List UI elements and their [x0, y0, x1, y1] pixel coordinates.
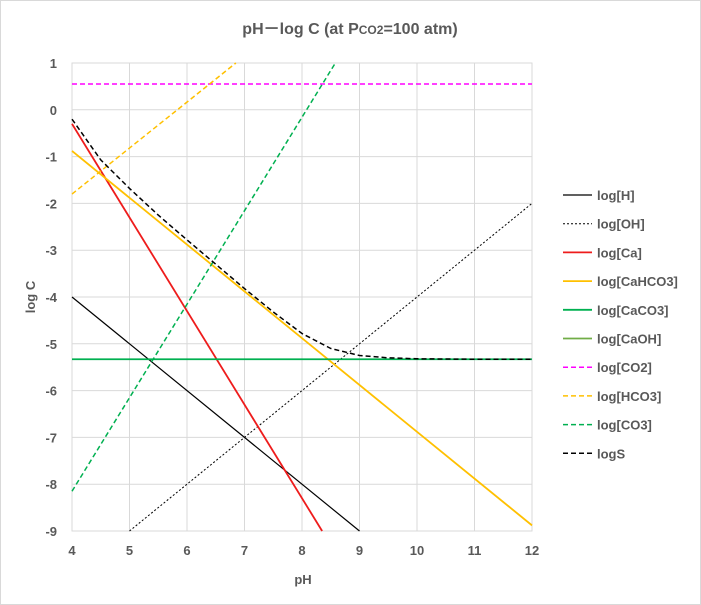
y-tick-label: -6	[45, 384, 57, 399]
x-tick-label: 10	[410, 543, 424, 558]
series-log-hco3-line	[71, 62, 237, 195]
y-tick-label: -2	[45, 196, 57, 211]
series-log-oh-line	[129, 203, 533, 532]
x-tick-label: 6	[183, 543, 190, 558]
series-log-hco3-legend-label: log[HCO3]	[597, 389, 661, 404]
series-log-h-legend-label: log[H]	[597, 188, 635, 203]
chart-title-tail: =100 atm)	[383, 21, 457, 38]
series-lines	[71, 62, 533, 532]
x-tick-label: 7	[241, 543, 248, 558]
y-tick-label: -3	[45, 243, 57, 258]
chart-title-main: pH－log C (at P	[242, 21, 359, 38]
y-tick-label: -9	[45, 524, 57, 539]
y-tick-label: -7	[45, 430, 57, 445]
series-log-cahco3-legend-label: log[CaHCO3]	[597, 274, 678, 289]
series-log-h-line	[71, 296, 360, 532]
series-logs-legend-label: logS	[597, 446, 625, 461]
y-tick-label: -8	[45, 477, 57, 492]
series-log-co3-line	[71, 62, 336, 492]
series-log-co2-legend-label: log[CO2]	[597, 360, 652, 375]
y-axis-label: log C	[23, 280, 38, 313]
y-tick-label: 1	[50, 56, 57, 71]
series-log-caco3-legend-label: log[CaCO3]	[597, 303, 669, 318]
y-axis-ticks: 1 0 -1 -2 -3 -4 -5 -6 -7 -8 -9	[45, 56, 57, 539]
x-tick-label: 9	[356, 543, 363, 558]
x-tick-label: 4	[68, 543, 76, 558]
x-tick-label: 5	[126, 543, 133, 558]
x-tick-label: 8	[298, 543, 305, 558]
series-log-caoh-legend-label: log[CaOH]	[597, 332, 661, 347]
chart-title-subscript: CO2	[359, 23, 384, 37]
y-tick-label: -4	[45, 290, 57, 305]
series-log-cahco3-line	[71, 150, 533, 527]
legend: log[H] log[OH] log[Ca] log[CaHCO3] log[CaCO3…	[563, 188, 678, 461]
y-tick-label: 0	[50, 103, 57, 118]
x-tick-label: 11	[468, 543, 482, 558]
series-log-co3-legend-label: log[CO3]	[597, 418, 652, 433]
x-axis-label: pH	[294, 572, 311, 587]
series-log-ca-legend-label: log[Ca]	[597, 245, 642, 260]
gridlines	[71, 62, 533, 532]
series-logs-line	[71, 118, 532, 360]
y-tick-label: -1	[45, 150, 57, 165]
series-log-oh-legend-label: log[OH]	[597, 217, 645, 232]
series-log-ca-line	[71, 123, 323, 532]
x-tick-label: 12	[525, 543, 539, 558]
y-tick-label: -5	[45, 337, 57, 352]
x-axis-ticks: 4 5 6 7 8 9 10 11 12	[68, 543, 539, 558]
chart-title: pH－log C (at PCO2=100 atm)	[242, 21, 457, 38]
